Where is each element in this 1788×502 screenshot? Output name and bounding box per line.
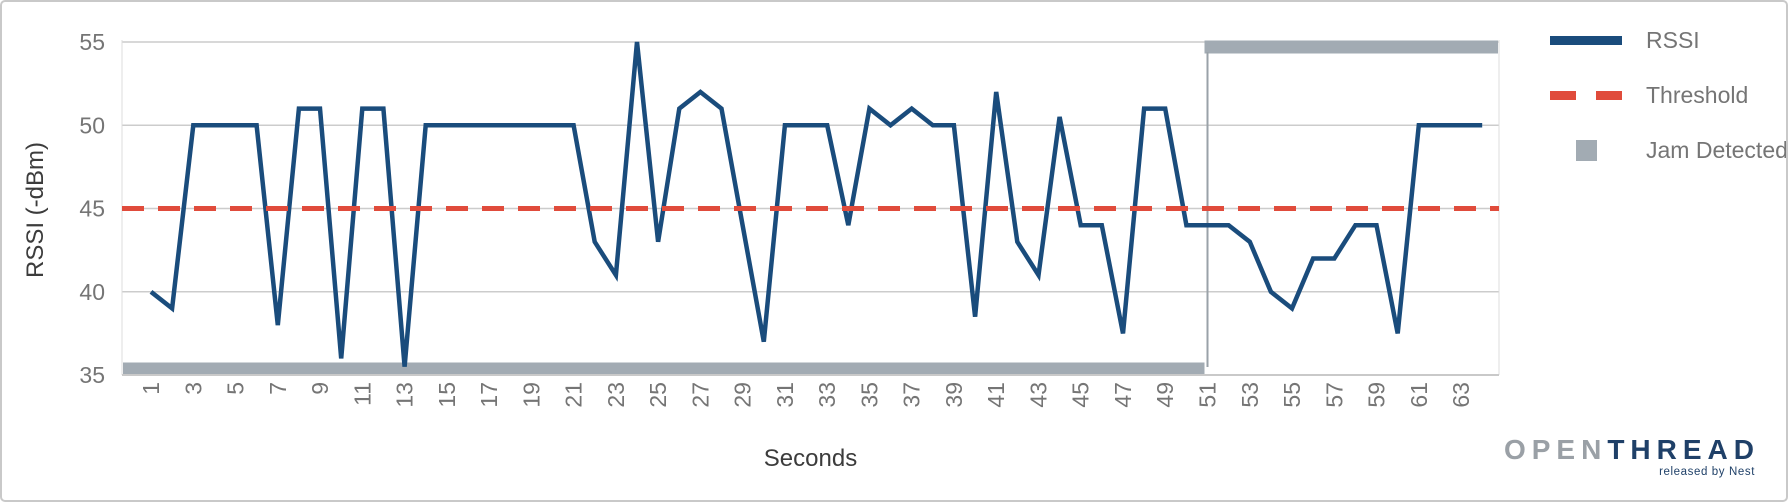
rssi-line-swatch: [1550, 35, 1622, 45]
svg-text:59: 59: [1364, 382, 1390, 408]
svg-text:21: 21: [561, 382, 587, 408]
svg-text:37: 37: [899, 382, 925, 408]
svg-text:29: 29: [730, 382, 756, 408]
svg-text:15: 15: [434, 382, 460, 408]
svg-text:1: 1: [138, 382, 164, 395]
svg-text:55: 55: [79, 29, 105, 55]
svg-text:49: 49: [1152, 382, 1178, 408]
svg-text:45: 45: [79, 196, 105, 222]
svg-text:55: 55: [1279, 382, 1305, 408]
svg-text:35: 35: [79, 362, 105, 388]
svg-text:40: 40: [79, 279, 105, 305]
jam-detected-square-swatch: [1575, 139, 1597, 161]
svg-text:17: 17: [476, 382, 502, 408]
svg-text:45: 45: [1068, 382, 1094, 408]
legend: RSSI Threshold Jam Detected: [1550, 23, 1788, 167]
svg-text:43: 43: [1025, 382, 1051, 408]
svg-text:31: 31: [772, 382, 798, 408]
svg-text:33: 33: [814, 382, 840, 408]
legend-item-jam-detected: Jam Detected: [1550, 133, 1788, 167]
svg-text:9: 9: [307, 382, 333, 395]
svg-text:27: 27: [687, 382, 713, 408]
legend-label-threshold: Threshold: [1646, 81, 1749, 108]
svg-text:41: 41: [983, 382, 1009, 408]
legend-item-rssi: RSSI: [1550, 23, 1786, 57]
logo-tagline: released by Nest: [1659, 465, 1755, 478]
svg-text:51: 51: [1195, 382, 1221, 408]
x-axis-title: Seconds: [763, 445, 858, 472]
svg-text:63: 63: [1448, 382, 1474, 408]
svg-text:19: 19: [518, 382, 544, 408]
svg-text:11: 11: [349, 382, 375, 406]
svg-text:7: 7: [265, 382, 291, 395]
svg-text:39: 39: [941, 382, 967, 408]
logo-open-text: OPEN: [1503, 433, 1608, 465]
svg-text:5: 5: [223, 382, 249, 395]
svg-text:25: 25: [645, 382, 671, 408]
svg-text:47: 47: [1110, 382, 1136, 408]
openthread-logo: OPENTHREAD released by Nest: [1503, 433, 1760, 479]
legend-item-threshold: Threshold: [1550, 78, 1786, 112]
svg-text:3: 3: [180, 382, 206, 395]
logo-thread-text: THREAD: [1607, 433, 1760, 465]
svg-text:13: 13: [392, 382, 418, 408]
threshold-dash-swatch: [1550, 90, 1622, 100]
y-axis-title: RSSI (-dBm): [22, 142, 49, 279]
legend-label-rssi: RSSI: [1646, 26, 1700, 53]
svg-text:35: 35: [856, 382, 882, 408]
svg-text:50: 50: [79, 112, 105, 138]
svg-text:57: 57: [1321, 382, 1347, 408]
legend-label-jam-detected: Jam Detected: [1646, 136, 1788, 163]
svg-text:23: 23: [603, 382, 629, 408]
svg-text:61: 61: [1406, 382, 1432, 408]
svg-text:53: 53: [1237, 382, 1263, 408]
